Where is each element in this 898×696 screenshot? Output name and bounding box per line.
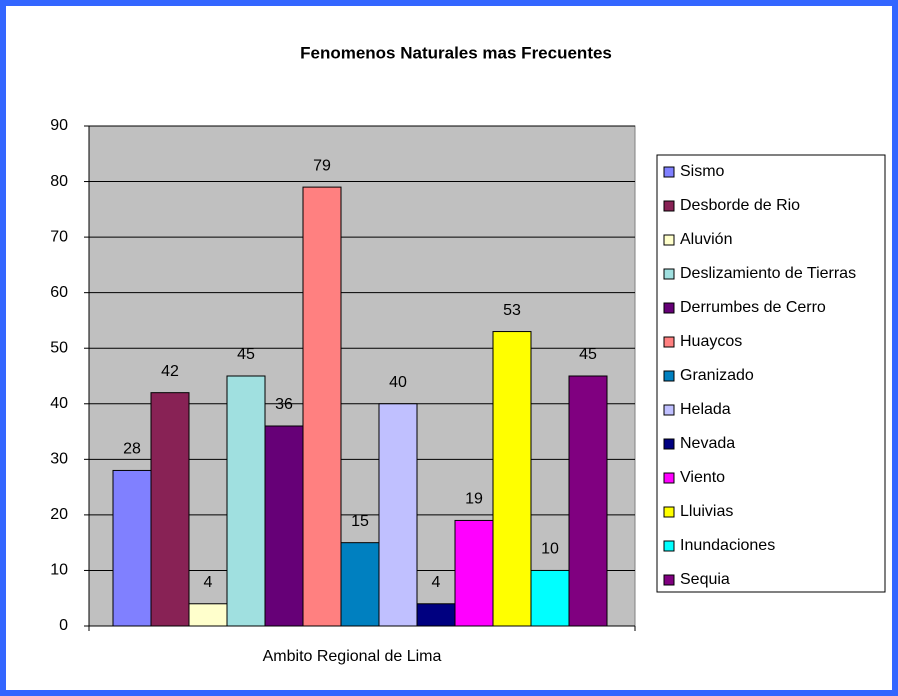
value-label: 15 bbox=[351, 513, 369, 530]
chart-title: Fenomenos Naturales mas Frecuentes bbox=[300, 43, 612, 62]
bar bbox=[226, 375, 266, 627]
bar bbox=[378, 403, 418, 627]
legend-label: Nevada bbox=[680, 435, 735, 452]
bar bbox=[530, 569, 570, 627]
value-label: 45 bbox=[237, 346, 255, 363]
value-label: 40 bbox=[389, 374, 407, 391]
legend-swatch bbox=[663, 166, 675, 178]
legend-swatch bbox=[663, 200, 675, 212]
legend-label: Viento bbox=[680, 469, 725, 486]
legend-swatch bbox=[663, 302, 675, 314]
y-tick-label: 20 bbox=[50, 506, 68, 523]
y-tick-label: 90 bbox=[50, 117, 68, 134]
y-tick-label: 40 bbox=[50, 395, 68, 412]
y-tick-label: 50 bbox=[50, 339, 68, 356]
legend-label: Lluivias bbox=[680, 503, 733, 520]
legend-label: Granizado bbox=[680, 367, 754, 384]
legend-label: Aluvión bbox=[680, 231, 732, 248]
y-tick-label: 70 bbox=[50, 228, 68, 245]
legend-label: Derrumbes de Cerro bbox=[680, 299, 826, 316]
y-tick-label: 0 bbox=[59, 617, 68, 634]
bar bbox=[112, 469, 152, 627]
y-tick-label: 60 bbox=[50, 284, 68, 301]
y-tick-label: 10 bbox=[50, 562, 68, 579]
bar bbox=[150, 392, 190, 627]
y-tick-label: 30 bbox=[50, 451, 68, 468]
value-label: 79 bbox=[313, 157, 331, 174]
bar bbox=[568, 375, 608, 627]
x-tick-label: Ambito Regional de Lima bbox=[263, 648, 442, 665]
legend-swatch bbox=[663, 268, 675, 280]
legend bbox=[656, 154, 886, 593]
legend-swatch bbox=[663, 540, 675, 552]
value-label: 4 bbox=[204, 574, 213, 591]
value-label: 28 bbox=[123, 441, 141, 458]
legend-label: Desborde de Rio bbox=[680, 197, 800, 214]
bar bbox=[264, 425, 304, 627]
legend-swatch bbox=[663, 404, 675, 416]
bar bbox=[454, 519, 494, 627]
bar bbox=[340, 542, 380, 627]
y-tick-label: 80 bbox=[50, 173, 68, 190]
legend-label: Helada bbox=[680, 401, 731, 418]
value-label: 42 bbox=[161, 363, 179, 380]
legend-swatch bbox=[663, 370, 675, 382]
legend-swatch bbox=[663, 438, 675, 450]
value-label: 36 bbox=[275, 396, 293, 413]
bar bbox=[416, 603, 456, 627]
value-label: 10 bbox=[541, 541, 559, 558]
value-label: 45 bbox=[579, 346, 597, 363]
legend-swatch bbox=[663, 506, 675, 518]
legend-swatch bbox=[663, 234, 675, 246]
legend-swatch bbox=[663, 472, 675, 484]
value-label: 19 bbox=[465, 491, 483, 508]
bar bbox=[302, 186, 342, 627]
bar bbox=[492, 331, 532, 627]
legend-label: Huaycos bbox=[680, 333, 742, 350]
value-label: 4 bbox=[432, 574, 441, 591]
legend-label: Inundaciones bbox=[680, 537, 775, 554]
legend-label: Sismo bbox=[680, 163, 725, 180]
value-label: 53 bbox=[503, 302, 521, 319]
legend-label: Deslizamiento de Tierras bbox=[680, 265, 856, 282]
legend-swatch bbox=[663, 574, 675, 586]
legend-swatch bbox=[663, 336, 675, 348]
bar bbox=[188, 603, 228, 627]
legend-label: Sequia bbox=[680, 571, 730, 588]
